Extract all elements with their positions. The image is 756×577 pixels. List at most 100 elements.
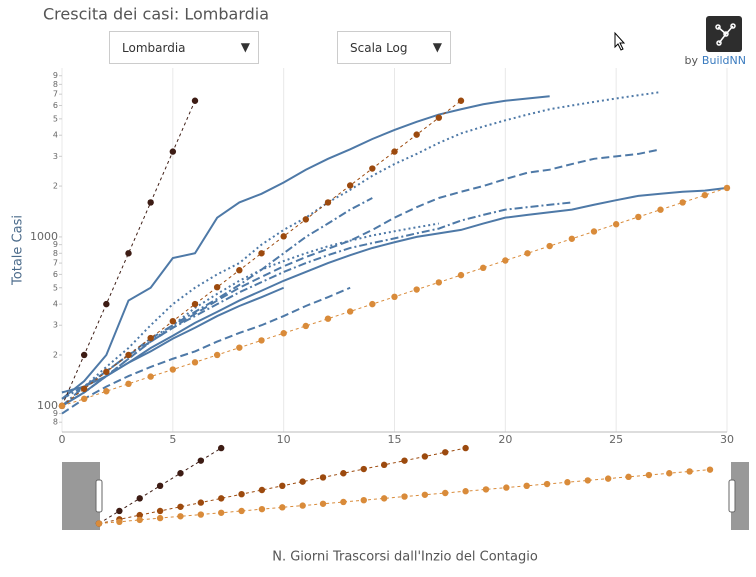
mini-point xyxy=(360,496,367,504)
mini-point xyxy=(442,449,449,456)
point xyxy=(103,388,110,395)
range-grip[interactable] xyxy=(728,479,736,513)
point xyxy=(213,351,221,359)
y-tick-label: 3 xyxy=(53,152,58,161)
point xyxy=(391,148,398,155)
point xyxy=(125,250,132,257)
point xyxy=(147,334,154,342)
point xyxy=(324,199,332,206)
point xyxy=(502,257,509,264)
point xyxy=(369,300,376,308)
y-tick-label: 8 xyxy=(53,80,58,89)
range-handle-right[interactable] xyxy=(731,462,749,530)
mini-point xyxy=(177,470,184,477)
mini-point xyxy=(686,468,693,475)
point xyxy=(546,242,553,250)
mini-point xyxy=(116,507,123,515)
chart-title: Crescita dei casi: Lombardia xyxy=(43,5,269,24)
mini-point xyxy=(462,488,469,495)
mini-point xyxy=(279,482,286,490)
mini-point xyxy=(421,453,429,460)
series-line xyxy=(61,286,285,407)
point xyxy=(80,351,88,359)
y-tick-label: 9 xyxy=(53,71,58,80)
y-tick-label: 5 xyxy=(53,283,58,292)
mini-point xyxy=(319,474,327,481)
point xyxy=(612,221,620,228)
mini-point xyxy=(95,520,103,527)
mini-point xyxy=(706,466,714,473)
mini-point xyxy=(116,518,123,526)
dropdown-label: Scala Log xyxy=(350,40,408,55)
mini-point xyxy=(218,444,225,452)
point xyxy=(657,206,664,213)
point xyxy=(369,165,376,172)
point xyxy=(524,250,531,257)
mini-point xyxy=(584,477,591,484)
point xyxy=(236,267,243,274)
mini-point xyxy=(258,486,266,494)
y-tick-label: 7 xyxy=(53,259,58,268)
mini-point xyxy=(218,495,225,502)
dropdown[interactable]: Lombardia ▼ xyxy=(109,31,259,64)
mini-point xyxy=(299,502,306,509)
mini-point xyxy=(482,486,490,493)
point xyxy=(147,199,154,206)
x-tick-label: 20 xyxy=(498,433,512,446)
dropdown[interactable]: Scala Log ▼ xyxy=(337,31,451,64)
point xyxy=(80,395,88,403)
point xyxy=(346,182,354,189)
mini-point xyxy=(380,461,388,469)
mini-point xyxy=(666,470,673,477)
mini-point xyxy=(238,507,245,515)
point xyxy=(103,300,110,308)
x-tick-label: 15 xyxy=(388,433,402,446)
point xyxy=(169,366,177,373)
mini-point xyxy=(177,513,184,520)
mini-point xyxy=(604,475,612,482)
point xyxy=(391,293,398,301)
mini-point xyxy=(462,444,469,452)
brand-name[interactable]: BuildNN xyxy=(702,54,746,67)
mini-point xyxy=(401,493,408,500)
point xyxy=(191,359,199,366)
point xyxy=(435,279,443,286)
point xyxy=(125,351,132,359)
y-tick-label: 9 xyxy=(53,409,58,418)
point xyxy=(236,344,243,351)
series-line xyxy=(61,286,351,415)
mini-point xyxy=(564,479,571,486)
point xyxy=(258,337,265,344)
point xyxy=(125,380,132,388)
mini-point xyxy=(197,499,205,506)
mini-point xyxy=(543,480,551,488)
point xyxy=(302,216,310,223)
y-tick-label: 8 xyxy=(53,249,58,258)
mini-point xyxy=(319,500,327,507)
y-tick-label: 9 xyxy=(53,240,58,249)
y-tick-label: 1000 xyxy=(30,230,58,243)
range-handle-left[interactable] xyxy=(62,462,100,530)
dropdown-label: Lombardia xyxy=(122,40,186,55)
point xyxy=(635,213,642,221)
mini-point xyxy=(238,490,245,498)
range-grip[interactable] xyxy=(95,479,103,513)
point xyxy=(457,97,465,104)
mini-point xyxy=(340,498,347,506)
mini-point xyxy=(177,503,184,510)
point xyxy=(280,330,287,337)
mini-point xyxy=(503,484,510,491)
y-tick-label: 7 xyxy=(53,90,58,99)
series-line xyxy=(61,222,440,407)
point xyxy=(479,264,487,272)
y-tick-label: 8 xyxy=(53,418,58,427)
point xyxy=(169,148,177,155)
mini-point xyxy=(258,505,266,513)
point xyxy=(346,308,354,315)
mini-point xyxy=(156,507,164,515)
point xyxy=(191,97,199,104)
mini-point xyxy=(645,471,653,479)
series-line xyxy=(61,197,373,407)
point xyxy=(701,191,709,199)
